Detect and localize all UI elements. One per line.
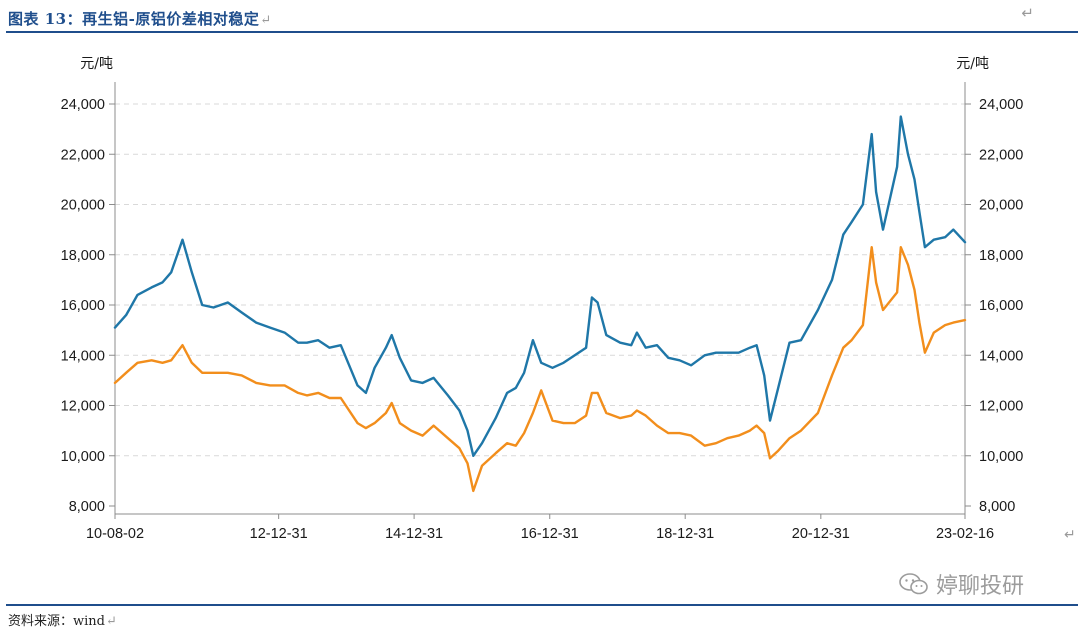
source-text: 资料来源：wind [8, 614, 105, 629]
y-unit-right: 元/吨 [956, 56, 989, 72]
return-mark-icon: ↵ [1021, 4, 1034, 22]
watermark: 婷聊投研 [898, 568, 1024, 600]
y-tick-label-left: 24,000 [61, 97, 105, 113]
y-tick-label-left: 22,000 [61, 147, 105, 163]
y-tick-label-right: 14,000 [979, 348, 1023, 364]
y-tick-label-right: 16,000 [979, 298, 1023, 314]
return-mark-icon: ↵ [105, 614, 117, 629]
bottom-rule [6, 604, 1078, 606]
series-line-orange [113, 245, 967, 493]
x-tick-label: 23-02-16 [936, 526, 994, 542]
series-line-blue [113, 115, 967, 457]
x-tick-label: 16-12-31 [521, 526, 579, 542]
title-bar: 图表 13：再生铝-原铝价差相对稳定↵ ↵ [0, 0, 1080, 34]
y-tick-label-right: 12,000 [979, 399, 1023, 415]
x-tick-label: 14-12-31 [385, 526, 443, 542]
figure-title-text: 图表 13：再生铝-原铝价差相对稳定 [8, 10, 260, 28]
line-chart: 8,000 8,000 10,000 10,000 12,000 12,000 14,000… [61, 56, 1024, 542]
y-tick-label-right: 18,000 [979, 248, 1023, 264]
return-mark-icon: ↵ [1064, 527, 1076, 543]
y-tick-label-left: 14,000 [61, 348, 105, 364]
wechat-icon [899, 573, 928, 595]
x-tick-label: 12-12-31 [250, 526, 308, 542]
x-tick-label: 18-12-31 [656, 526, 714, 542]
source-note: 资料来源：wind↵ [8, 610, 117, 629]
y-tick-label-left: 12,000 [61, 399, 105, 415]
y-tick-label-left: 8,000 [69, 499, 105, 515]
y-tick-label-left: 16,000 [61, 298, 105, 314]
y-unit-left: 元/吨 [80, 56, 113, 72]
y-tick-label-right: 8,000 [979, 499, 1015, 515]
y-tick-label-right: 24,000 [979, 97, 1023, 113]
y-tick-label-left: 18,000 [61, 248, 105, 264]
return-mark-icon: ↵ [260, 13, 272, 28]
figure-title: 图表 13：再生铝-原铝价差相对稳定↵ [8, 8, 272, 29]
top-rule [6, 31, 1078, 33]
x-tick-label: 10-08-02 [86, 526, 144, 542]
y-tick-label-left: 10,000 [61, 449, 105, 465]
y-tick-label-left: 20,000 [61, 198, 105, 214]
x-tick-label: 20-12-31 [792, 526, 850, 542]
y-tick-label-right: 20,000 [979, 198, 1023, 214]
y-tick-label-right: 22,000 [979, 147, 1023, 163]
watermark-text: 婷聊投研 [936, 574, 1025, 599]
y-tick-label-right: 10,000 [979, 449, 1023, 465]
